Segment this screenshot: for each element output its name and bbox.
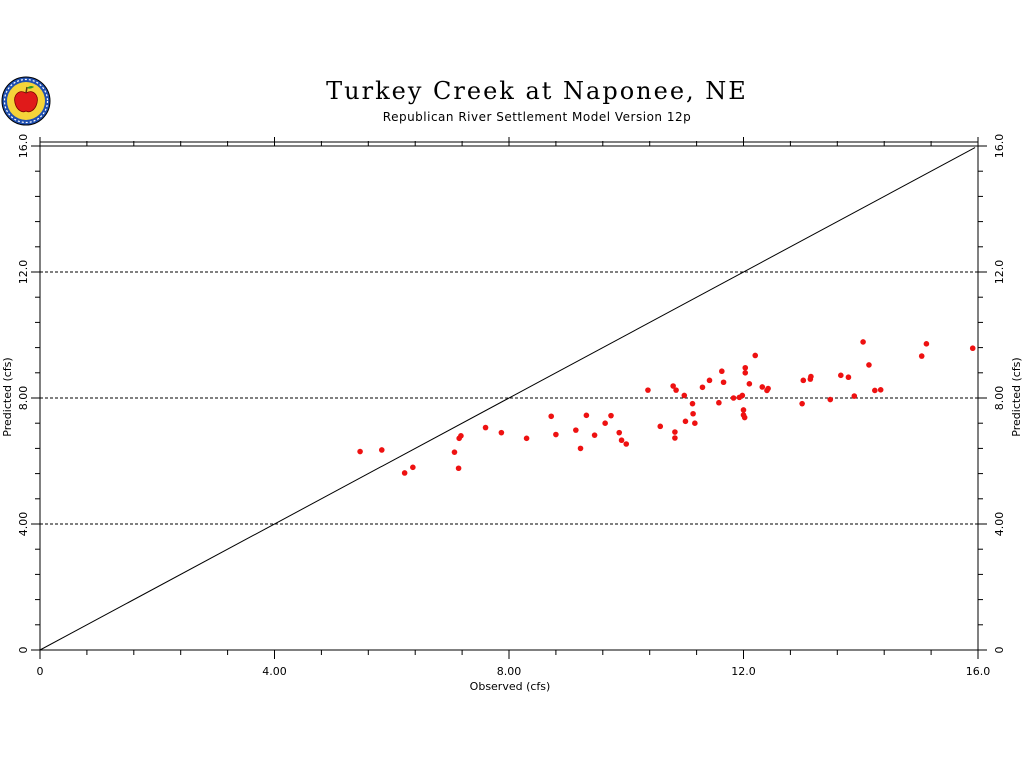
data-point bbox=[682, 418, 689, 425]
data-point bbox=[623, 441, 630, 447]
data-point bbox=[838, 372, 844, 379]
data-point bbox=[851, 393, 858, 399]
y-axis-label-right: Predicted (cfs) bbox=[1010, 357, 1023, 436]
y-tick-label-right: 12.0 bbox=[993, 260, 1006, 285]
y-tick-label-right: 16.0 bbox=[993, 134, 1006, 159]
data-point bbox=[657, 423, 664, 430]
data-point bbox=[401, 470, 408, 476]
y-tick-label-right: 4.00 bbox=[993, 512, 1006, 537]
x-tick-label: 12.0 bbox=[731, 665, 756, 678]
data-point bbox=[759, 384, 766, 390]
x-tick-label: 16.0 bbox=[966, 665, 991, 678]
data-point bbox=[752, 352, 759, 359]
data-point bbox=[672, 429, 678, 435]
apple-seal-logo bbox=[1, 76, 51, 126]
data-point bbox=[690, 410, 696, 417]
data-point bbox=[746, 381, 753, 387]
data-point bbox=[378, 447, 385, 453]
data-point bbox=[800, 377, 807, 384]
data-point bbox=[716, 399, 722, 406]
data-point bbox=[410, 464, 416, 471]
y-tick-label-right: 8.00 bbox=[993, 386, 1006, 411]
data-point bbox=[451, 449, 458, 455]
data-point bbox=[742, 370, 749, 376]
y-tick-label-left: 12.0 bbox=[17, 260, 30, 285]
data-point bbox=[455, 465, 462, 472]
data-point bbox=[498, 429, 505, 436]
y-axis-label-left: Predicted (cfs) bbox=[1, 357, 14, 436]
one-to-one-line bbox=[39, 147, 976, 651]
data-points bbox=[357, 339, 976, 476]
data-point bbox=[720, 379, 727, 386]
data-point bbox=[357, 448, 363, 455]
data-point bbox=[877, 387, 884, 393]
data-point bbox=[616, 429, 623, 436]
data-point bbox=[618, 437, 625, 444]
data-point bbox=[699, 384, 706, 391]
y-tick-label-left: 8.00 bbox=[17, 386, 30, 411]
data-point bbox=[730, 395, 737, 401]
data-point bbox=[706, 377, 713, 384]
data-point bbox=[458, 433, 464, 439]
data-point bbox=[719, 368, 725, 375]
x-tick-label: 4.00 bbox=[262, 665, 287, 678]
data-point bbox=[577, 445, 584, 452]
data-point bbox=[672, 435, 678, 441]
data-point bbox=[689, 400, 696, 407]
data-point bbox=[591, 432, 598, 438]
y-tick-label-left: 0 bbox=[17, 647, 30, 654]
data-point bbox=[872, 387, 878, 394]
one-to-one-line-group bbox=[39, 147, 976, 651]
y-tick-label-right: 0 bbox=[993, 647, 1006, 654]
data-point bbox=[602, 420, 608, 427]
data-point bbox=[866, 362, 872, 368]
gridlines bbox=[40, 145, 978, 525]
y-tick-label-left: 16.0 bbox=[17, 134, 30, 159]
data-point bbox=[681, 392, 688, 399]
data-point bbox=[548, 413, 555, 420]
data-point bbox=[799, 400, 805, 407]
data-point bbox=[645, 387, 651, 393]
chart-title: Turkey Creek at Naponee, NE bbox=[326, 77, 748, 105]
data-point bbox=[673, 387, 679, 393]
data-point bbox=[827, 396, 834, 403]
x-axis-label: Observed (cfs) bbox=[470, 680, 551, 693]
data-point bbox=[923, 341, 930, 347]
x-tick-label: 0 bbox=[37, 665, 44, 678]
data-point bbox=[573, 427, 579, 433]
data-point bbox=[969, 345, 976, 352]
data-point bbox=[608, 412, 614, 419]
data-point bbox=[741, 414, 748, 421]
data-point bbox=[670, 383, 676, 389]
data-point bbox=[583, 412, 590, 419]
y-tick-label-left: 4.00 bbox=[17, 512, 30, 537]
data-point bbox=[482, 424, 489, 431]
data-point bbox=[808, 373, 814, 380]
data-point bbox=[523, 435, 530, 442]
x-tick-label: 8.00 bbox=[497, 665, 522, 678]
data-point bbox=[739, 392, 746, 399]
axis-ticks: 0 4.00 8.00 12.0 16.0 0 0 4.00 4.00 8.00 8.00 12.0 1… bbox=[17, 134, 1006, 678]
data-point bbox=[740, 407, 747, 413]
data-point bbox=[553, 431, 559, 438]
data-point bbox=[860, 339, 866, 345]
data-point bbox=[845, 374, 852, 381]
data-point bbox=[765, 385, 771, 392]
data-point bbox=[692, 420, 698, 427]
data-point bbox=[742, 364, 749, 371]
data-point bbox=[918, 353, 925, 359]
chart-subtitle: Republican River Settlement Model Versio… bbox=[382, 110, 692, 124]
